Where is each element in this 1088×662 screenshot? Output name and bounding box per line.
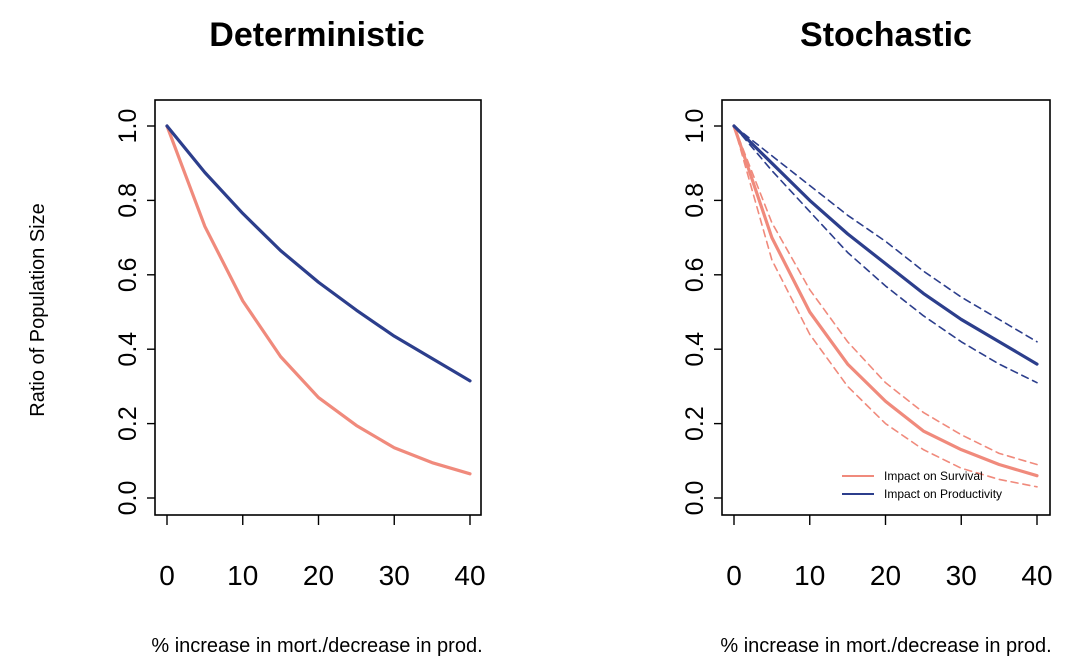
y-tick-label: 1.0 [681,109,709,144]
x-tick-label: 40 [1021,560,1052,591]
y-tick-label: 0.0 [681,481,709,516]
x-tick-label: 0 [726,560,742,591]
legend-label-survival: Impact on Survival [884,469,983,483]
series-line-survival-bound [733,125,1038,466]
panel-stochastic: Stochastic 0.00.20.40.60.81.0 0 10 20 30 40 … [681,16,1053,657]
y-tick-label: 0.2 [681,406,709,441]
y-tick-label: 0.8 [681,183,709,218]
x-axis-deterministic: 0 10 20 30 40 [159,515,486,591]
x-axis-label-deterministic: % increase in mort./decrease in prod. [151,635,482,657]
series-line-survival [165,124,472,476]
y-tick-label: 0.0 [114,481,142,516]
legend-label-productivity: Impact on Productivity [884,487,1002,501]
series-group-stochastic [732,124,1039,488]
x-tick-label: 30 [379,560,410,591]
series-group-deterministic [165,124,472,476]
x-tick-label: 30 [946,560,977,591]
chart-title-stochastic: Stochastic [800,16,972,54]
y-tick-label: 0.6 [114,257,142,292]
series-line-productivity [732,124,1039,366]
y-axis-deterministic: 0.0 0.2 0.4 0.6 0.8 1.0 [114,109,155,516]
y-tick-label: 0.6 [681,257,709,292]
y-tick-label: 0.4 [681,332,709,367]
series-line-productivity-bound [733,125,1038,343]
x-tick-label: 10 [227,560,258,591]
y-tick-label: 0.8 [114,183,142,218]
y-axis-stochastic: 0.0 0.2 0.4 0.6 0.8 1.0 [681,109,722,516]
x-axis-stochastic: 0 10 20 30 40 [726,515,1053,591]
y-axis-label: Ratio of Population Size [27,203,49,416]
y-tick-label: 1.0 [114,109,142,144]
x-tick-label: 20 [870,560,901,591]
series-line-survival-bound [733,125,1038,488]
y-tick-label: 0.2 [114,406,142,441]
x-tick-label: 20 [303,560,334,591]
panel-deterministic: Deterministic 0.0 0.2 0.4 0.6 0.8 1.0 0 10 20 30… [114,16,486,657]
legend-stochastic: Impact on Survival Impact on Productivit… [842,469,1002,501]
y-tick-label: 0.4 [114,332,142,367]
series-line-productivity-bound [733,125,1038,384]
chart-title-deterministic: Deterministic [209,16,424,54]
x-tick-label: 40 [454,560,485,591]
series-line-productivity [165,124,472,383]
x-tick-label: 10 [794,560,825,591]
x-axis-label-stochastic: % increase in mort./decrease in prod. [720,635,1051,657]
x-tick-label: 0 [159,560,175,591]
plot-frame-deterministic [154,99,482,516]
series-line-survival [732,124,1039,478]
